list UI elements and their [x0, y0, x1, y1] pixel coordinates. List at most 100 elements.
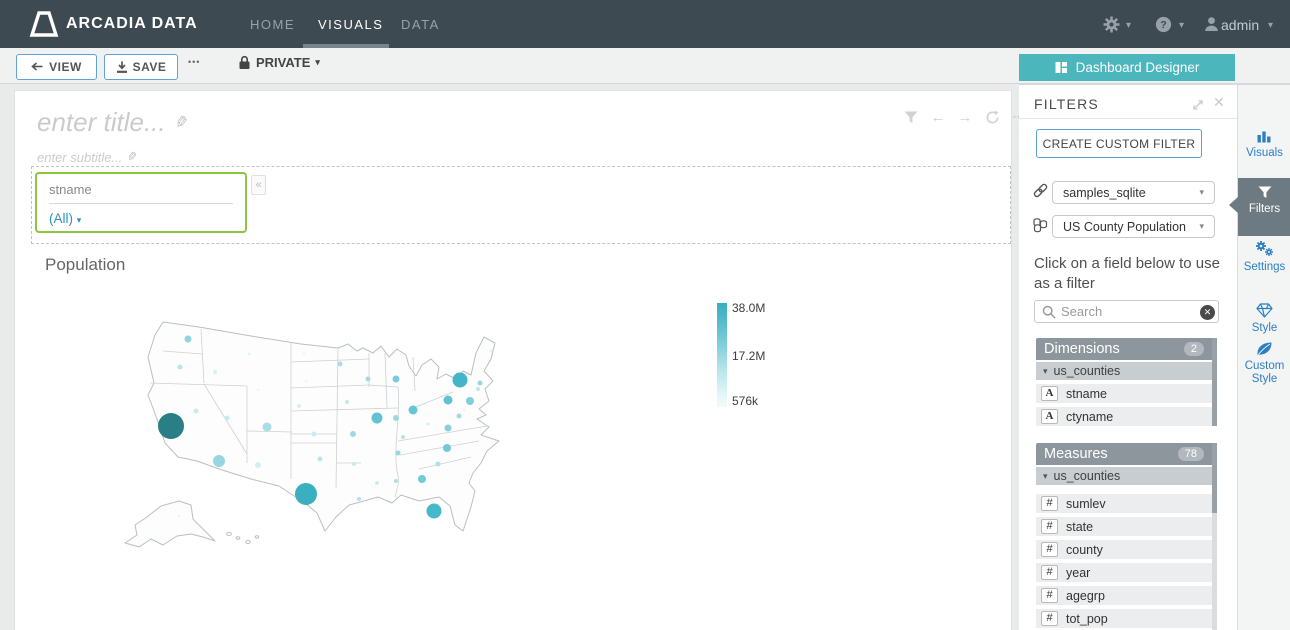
back-arrow-icon[interactable]: ←: [930, 108, 946, 126]
view-button[interactable]: VIEW: [16, 54, 97, 80]
search-input[interactable]: [1061, 302, 1191, 321]
map-bubble-AZ[interactable]: [213, 455, 225, 467]
connection-dropdown[interactable]: samples_sqlite ▾: [1052, 181, 1215, 204]
map-bubble-NV[interactable]: [193, 408, 199, 414]
user-caret-icon[interactable]: ▾: [1268, 20, 1274, 31]
dashboard-subtitle-input[interactable]: enter subtitle... ✎: [37, 149, 139, 165]
gear-caret-icon[interactable]: ▾: [1126, 20, 1132, 31]
rail-tab-settings[interactable]: Settings: [1238, 241, 1290, 274]
map-bubble-MO[interactable]: [350, 431, 356, 437]
dimensions-header[interactable]: Dimensions 2: [1036, 338, 1212, 360]
field-tot-pop[interactable]: # tot_pop: [1036, 609, 1212, 628]
filter-value-dropdown[interactable]: (All) ▾: [49, 211, 233, 226]
map-bubble-OK[interactable]: [317, 456, 323, 462]
privacy-dropdown[interactable]: PRIVATE ▾: [238, 55, 320, 70]
map-bubble-ND[interactable]: [302, 352, 306, 356]
map-bubble-KS[interactable]: [311, 431, 317, 437]
field-state[interactable]: # state: [1036, 517, 1212, 536]
rail-tab-filters[interactable]: Filters: [1238, 186, 1290, 216]
field-ctyname[interactable]: A ctyname: [1036, 407, 1212, 426]
close-panel-icon[interactable]: ✕: [1213, 94, 1225, 110]
forward-arrow-icon[interactable]: →: [957, 108, 973, 126]
nav-item-home[interactable]: HOME: [250, 17, 295, 32]
edit-title-pencil-icon[interactable]: ✎: [175, 112, 190, 132]
map-bubble-NE[interactable]: [297, 404, 301, 408]
map-bubble-ME[interactable]: [489, 349, 493, 353]
visual-more-icon[interactable]: •••: [1011, 109, 1027, 125]
dashboard-title-input[interactable]: enter title... ✎: [37, 107, 190, 138]
field-year[interactable]: # year: [1036, 563, 1212, 582]
measures-scrollbar-thumb[interactable]: [1212, 443, 1217, 513]
dimensions-scrollbar[interactable]: [1212, 338, 1217, 426]
map-bubble-MD[interactable]: [456, 413, 462, 419]
map-bubble-TN[interactable]: [395, 450, 401, 456]
edit-subtitle-pencil-icon[interactable]: ✎: [128, 149, 140, 164]
rail-tab-custom-style[interactable]: Custom Style: [1238, 341, 1290, 386]
map-bubble-IL[interactable]: [371, 412, 383, 424]
map-bubble-MA[interactable]: [477, 380, 483, 386]
measures-group-us-counties[interactable]: ▾ us_counties: [1036, 467, 1212, 485]
map-bubble-TX[interactable]: [295, 483, 317, 505]
map-bubble-PA[interactable]: [443, 395, 453, 405]
rail-tab-style[interactable]: Style: [1238, 303, 1290, 335]
field-agegrp[interactable]: # agegrp: [1036, 586, 1212, 605]
map-bubble-MT[interactable]: [247, 352, 251, 356]
filter-icon[interactable]: [903, 109, 919, 125]
map-bubble-WA[interactable]: [184, 335, 192, 343]
map-bubble-MS[interactable]: [375, 481, 379, 485]
dimensions-group-us-counties[interactable]: ▾ us_counties: [1036, 362, 1212, 380]
map-bubble-KY[interactable]: [401, 435, 405, 439]
expand-panel-icon[interactable]: [1191, 98, 1205, 112]
map-bubble-NJ[interactable]: [466, 397, 474, 405]
map-bubble-MI[interactable]: [392, 375, 400, 383]
measures-scrollbar-track[interactable]: [1212, 443, 1217, 630]
field-stname[interactable]: A stname: [1036, 384, 1212, 403]
map-bubble-CA[interactable]: [158, 413, 184, 439]
collapse-filter-button[interactable]: «: [251, 175, 266, 195]
map-bubble-NM[interactable]: [255, 462, 261, 468]
map-bubble-ID[interactable]: [213, 370, 217, 374]
help-caret-icon[interactable]: ▾: [1179, 20, 1185, 31]
help-icon[interactable]: ?: [1155, 16, 1172, 33]
user-name[interactable]: admin: [1221, 17, 1260, 33]
map-bubble-AL[interactable]: [394, 479, 398, 483]
nav-item-data[interactable]: DATA: [401, 17, 440, 32]
map-bubble-GA[interactable]: [418, 475, 426, 483]
field-sumlev[interactable]: # sumlev: [1036, 494, 1212, 513]
rail-tab-visuals[interactable]: Visuals: [1238, 129, 1290, 160]
gear-icon[interactable]: [1103, 16, 1120, 33]
map-bubble-UT[interactable]: [224, 415, 230, 421]
more-actions-button[interactable]: •••: [188, 57, 201, 67]
map-bubble-WV[interactable]: [426, 422, 430, 426]
map-bubble-VA[interactable]: [444, 424, 452, 432]
map-bubble-CO[interactable]: [262, 422, 272, 432]
dashboard-designer-button[interactable]: Dashboard Designer: [1019, 54, 1235, 81]
map-bubble-OR[interactable]: [177, 364, 183, 370]
measures-header[interactable]: Measures 78: [1036, 443, 1212, 465]
map-bubble-OH[interactable]: [408, 405, 418, 415]
field-county[interactable]: # county: [1036, 540, 1212, 559]
nav-item-visuals[interactable]: VISUALS: [318, 17, 384, 32]
map-bubble-DE[interactable]: [462, 408, 466, 412]
map-bubble-AR[interactable]: [352, 462, 356, 466]
create-custom-filter-button[interactable]: CREATE CUSTOM FILTER: [1036, 129, 1202, 158]
refresh-icon[interactable]: [984, 109, 1000, 125]
map-bubble-AK[interactable]: [177, 514, 181, 518]
stname-filter-widget[interactable]: stname (All) ▾: [35, 172, 247, 233]
map-bubble-SC[interactable]: [435, 461, 441, 467]
save-button[interactable]: SAVE: [104, 54, 178, 80]
dataset-dropdown[interactable]: US County Population ▾: [1052, 215, 1215, 238]
map-bubble-LA[interactable]: [357, 497, 361, 501]
map-bubble-WI[interactable]: [365, 376, 371, 382]
map-bubble-NC[interactable]: [443, 444, 451, 452]
map-bubble-MN[interactable]: [337, 361, 343, 367]
map-bubble-IN[interactable]: [393, 415, 399, 421]
map-bubble-IA[interactable]: [345, 400, 349, 404]
map-bubble-FL[interactable]: [426, 503, 442, 519]
map-bubble-CT[interactable]: [476, 387, 480, 391]
user-icon[interactable]: [1204, 16, 1219, 32]
map-bubble-SD[interactable]: [304, 379, 308, 383]
clear-search-icon[interactable]: ✕: [1200, 305, 1215, 320]
us-population-map[interactable]: [101, 291, 581, 561]
map-bubble-WY[interactable]: [256, 388, 260, 392]
